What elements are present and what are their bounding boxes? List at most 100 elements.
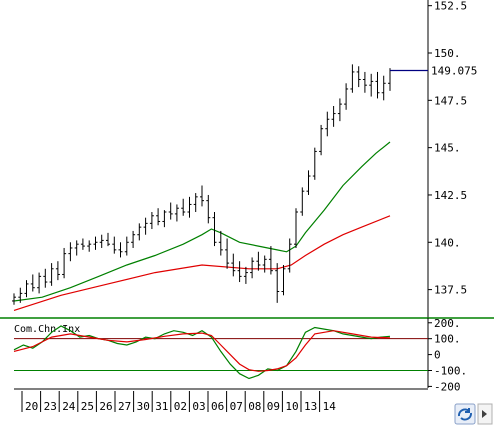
ohlc-bar [131,230,136,248]
indicator-title: Com.Chn.Inx [14,324,80,335]
ohlc-bar [143,217,148,235]
ohlc-bar [12,293,16,305]
date-label: 31 [155,400,168,413]
ohlc-bar [118,242,123,258]
ohlc-bar [250,257,255,279]
ohlc-bar [106,232,110,247]
date-label: 20 [25,400,38,413]
refresh-icon[interactable] [454,403,476,425]
ohlc-bar [24,280,29,298]
indicator-tick-label: -100. [434,365,467,378]
indicator-y-ticks: 200. 100. 0 -100. -200 [428,317,467,393]
ohlc-bar [319,124,324,156]
price-tick-label: 140. [434,236,461,249]
ohlc-bar [369,73,374,97]
ohlc-bar [43,268,48,288]
ohlc-bar [137,223,142,241]
ohlc-bar [87,240,92,252]
price-panel: 152.5 150. 147.5 145. 142.5 140. 137.5 149.075 [12,0,477,318]
date-label: 14 [323,400,337,413]
price-tick-label: 152.5 [434,0,467,13]
ohlc-bar [287,238,292,273]
date-label: 13 [304,400,317,413]
price-y-ticks: 152.5 150. 147.5 145. 142.5 140. 137.5 [428,0,467,297]
ohlc-bar [243,266,248,284]
ohlc-bar [218,230,223,256]
ohlc-bar [337,98,342,122]
date-label: 02 [174,400,187,413]
ohlc-bar [300,187,305,216]
ohlc-bar [325,111,330,137]
ohlc-bar [168,202,173,220]
ohlc-bar [237,261,242,283]
date-label: 24 [62,400,76,413]
ohlc-bar [206,194,211,224]
date-axis: 20 23 24 25 26 27 30 31 02 03 06 07 08 09 10 13 14 [21,391,337,413]
ohlc-bar [124,236,129,256]
ohlc-bar [162,210,167,228]
ohlc-bar [37,272,42,294]
ohlc-bar [181,198,186,216]
ohlc-bar [193,193,198,212]
ohlc-bar [18,287,23,303]
ohlc-bar [268,246,273,275]
ohlc-bar [55,261,60,281]
ohlc-bar [68,242,73,262]
ohlc-bar [200,185,204,207]
ohlc-bar [74,240,79,256]
ohlc-bar [156,208,161,226]
date-label: 30 [137,400,150,413]
last-price-label: 149.075 [431,65,477,78]
date-label: 03 [192,400,205,413]
ohlc-bar [256,251,261,271]
ohlc-bar [306,170,311,195]
date-label: 23 [44,400,57,413]
ohlc-bar [231,253,236,277]
next-arrow-icon[interactable] [477,403,493,425]
ohlc-bar [331,106,336,127]
date-label: 07 [230,400,243,413]
ohlc-bar [356,66,361,88]
ohlc-bar [30,274,35,292]
price-tick-label: 142.5 [434,189,467,202]
ohlc-bar [62,247,67,279]
ohlc-bar [187,196,192,218]
price-tick-label: 137.5 [434,284,467,297]
date-label: 26 [99,400,112,413]
ohlc-bar [225,238,230,269]
indicator-tick-label: -200 [434,380,461,393]
date-label: 25 [81,400,94,413]
date-label: 06 [211,400,224,413]
indicator-tick-label: 200. [434,317,461,330]
ohlc-bar [350,64,355,93]
ohlc-bar [281,265,286,296]
ohlc-bar [49,263,54,286]
indicator-panel: Com.Chn.Inx 200. 100. 0 -100. -200 [13,317,467,393]
ohlc-bar [381,75,386,101]
ohlc-bar [174,204,179,222]
ohlc-bar [362,71,367,93]
date-label: 09 [267,400,280,413]
price-tick-label: 147.5 [434,94,467,107]
ohlc-bar [275,263,280,303]
ma-short-line [13,141,391,302]
ohlc-bar [262,255,267,273]
price-tick-label: 150. [434,47,461,60]
ohlc-bar [93,236,98,250]
price-tick-label: 145. [434,142,461,155]
ohlc-bar [112,236,117,254]
ohlc-bar [375,71,380,99]
ohlc-bar [99,234,104,248]
indicator-tick-label: 100. [434,333,461,346]
price-ohlc-bars [12,64,392,305]
indicator-tick-label: 0 [434,349,441,362]
cci-signal-line [13,330,391,372]
date-label: 27 [118,400,131,413]
ohlc-bar [294,208,298,248]
ohlc-bar [212,212,217,247]
ohlc-bar [344,83,349,110]
ohlc-bar [80,238,85,250]
ohlc-bar [312,147,317,180]
